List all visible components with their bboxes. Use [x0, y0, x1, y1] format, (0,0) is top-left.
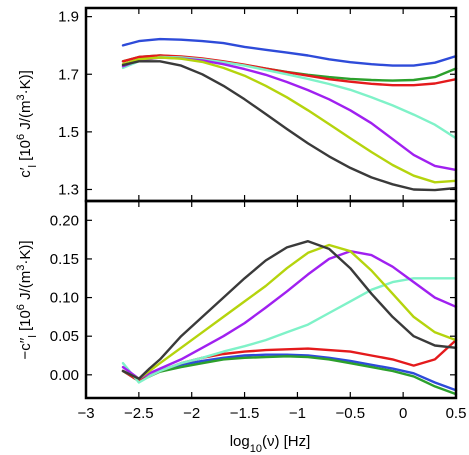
bottom-series-line-7: [121, 240, 458, 380]
x-tick-label-6: 0: [399, 405, 407, 422]
bottom-y-axis-label: −c′′l [106 J/(m3·K)]: [15, 240, 39, 359]
x-tick-label-7: 0.5: [446, 405, 467, 422]
top-y-tick-label-2: 1.7: [58, 66, 79, 83]
x-tick-label-1: −2.5: [124, 405, 154, 422]
bottom-series-line-1: [121, 353, 458, 392]
bottom-y-tick-label-0: 0.00: [50, 367, 79, 384]
bottom-axes-frame: [84, 199, 458, 400]
bottom-series-line-6: [121, 243, 458, 380]
top-y-tick-label-1: 1.5: [58, 124, 79, 141]
bottom-y-tick-label-4: 0.20: [50, 212, 79, 229]
bottom-y-tick-label-3: 0.15: [50, 251, 79, 268]
top-series-line-6: [121, 56, 458, 184]
bottom-series-line-5: [121, 250, 458, 380]
x-tick-label-3: −1.5: [230, 405, 260, 422]
top-y-tick-label-3: 1.9: [58, 9, 79, 26]
x-tick-label-5: −0.5: [335, 405, 365, 422]
top-y-tick-label-0: 1.3: [58, 181, 79, 198]
bottom-y-tick-label-2: 0.10: [50, 290, 79, 307]
top-series-line-1: [121, 37, 458, 67]
top-panel: 1.3 1.5 1.7 1.9: [58, 6, 458, 203]
x-tick-label-0: −3: [77, 405, 94, 422]
x-axis-label: log10(ν) [Hz]: [230, 433, 311, 455]
bottom-panel: 0.00 0.05 0.10 0.15 0.20 −3 −2.5 −2 −1.5 −1 −0.5 0 0…: [50, 199, 467, 422]
top-y-axis-label: c′l [106 J/(m3·K)]: [15, 70, 39, 178]
x-tick-label-4: −1: [289, 405, 306, 422]
bottom-y-tick-label-1: 0.05: [50, 328, 79, 345]
top-series-line-7: [121, 60, 458, 192]
x-tick-label-2: −2: [183, 405, 200, 422]
bottom-series-line-4: [121, 277, 458, 384]
top-axes-frame: [84, 6, 458, 203]
top-series-line-3: [121, 54, 458, 87]
